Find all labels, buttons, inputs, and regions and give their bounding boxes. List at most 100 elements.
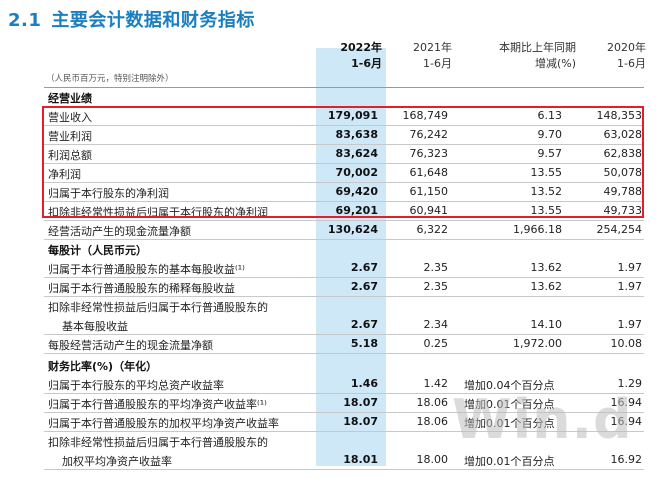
value-2022: 5.18 (350, 337, 378, 350)
value-change: 9.57 (537, 147, 563, 160)
header-divider (44, 87, 644, 88)
table-row: 归属于本行普通股股东的平均净资产收益率⁽¹⁾ 18.07 18.06 增加0.01个百… (44, 394, 644, 413)
value-2021: 60,941 (409, 204, 449, 217)
value-2021: 2.35 (423, 261, 449, 274)
value-2022: 69,201 (335, 204, 378, 217)
col-header-2022: 2022年 1-6月 (340, 41, 382, 70)
value-2020: 16.94 (610, 415, 643, 428)
table-row: 扣除非经常性损益后归属于本行股东的净利润 69,201 60,941 13.55 49,… (44, 202, 644, 221)
value-2021: 168,749 (402, 109, 449, 122)
row-label: 归属于本行股东的净利润 (48, 187, 169, 200)
value-2021: 2.34 (423, 318, 449, 331)
value-2022: 18.07 (343, 396, 378, 409)
table-row: 归属于本行股东的平均总资产收益率 1.46 1.42 增加0.04个百分点 1.29 (44, 375, 644, 394)
row-divider (44, 220, 644, 221)
section-header: 经营业绩 (44, 88, 644, 107)
current-period-column-highlight (316, 48, 386, 466)
row-divider (44, 125, 644, 126)
value-2020: 49,788 (603, 185, 643, 198)
row-label: 经营活动产生的现金流量净额 (48, 225, 191, 238)
table-row: 扣除非经常性损益后归属于本行普通股股东的 (44, 297, 644, 316)
value-2022: 2.67 (350, 280, 378, 293)
row-label: 每股计（人民币元） (48, 244, 147, 257)
value-2020: 1.97 (617, 318, 643, 331)
section-header: 每股计（人民币元） (44, 240, 644, 259)
value-2020: 10.08 (610, 337, 643, 350)
row-divider (44, 144, 644, 145)
value-change: 6.13 (537, 109, 563, 122)
value-2021: 61,150 (409, 185, 449, 198)
row-divider (44, 163, 644, 164)
section-number: 2.1 (8, 10, 42, 31)
row-label: 归属于本行普通股股东的平均净资产收益率⁽¹⁾ (48, 398, 267, 411)
value-2022: 83,624 (335, 147, 378, 160)
row-label: 扣除非经常性损益后归属于本行普通股股东的 (48, 436, 268, 449)
value-2021: 2.35 (423, 280, 449, 293)
value-2020: 16.94 (610, 396, 643, 409)
row-label: 营业利润 (48, 130, 92, 143)
row-label: 基本每股收益 (62, 320, 128, 333)
value-2021: 18.06 (416, 415, 449, 428)
row-label: 经营业绩 (48, 92, 92, 105)
value-2022: 1.46 (350, 377, 378, 390)
value-2020: 16.92 (610, 453, 643, 466)
row-label: 归属于本行普通股股东的加权平均净资产收益率 (48, 417, 279, 430)
value-change: 13.62 (530, 261, 563, 274)
value-2020: 148,353 (596, 109, 643, 122)
value-change: 增加0.01个百分点 (464, 417, 555, 430)
row-label: 营业收入 (48, 111, 92, 124)
table-row: 净利润 70,002 61,648 13.55 50,078 (44, 164, 644, 183)
col-header-2020: 2020年 1-6月 (607, 41, 646, 70)
row-divider (44, 393, 644, 394)
page-title: 2.1 主要会计数据和财务指标 (8, 6, 255, 32)
table-row: 每股经营活动产生的现金流量净额 5.18 0.25 1,972.00 10.08 (44, 335, 644, 354)
row-label: 每股经营活动产生的现金流量净额 (48, 339, 213, 352)
value-2021: 61,648 (409, 166, 449, 179)
value-2022: 2.67 (350, 318, 378, 331)
row-divider (44, 334, 644, 335)
table-row: 归属于本行股东的净利润 69,420 61,150 13.52 49,788 (44, 183, 644, 202)
row-label: 扣除非经常性损益后归属于本行股东的净利润 (48, 206, 268, 219)
value-2022: 69,420 (335, 185, 378, 198)
table-row: 营业利润 83,638 76,242 9.70 63,028 (44, 126, 644, 145)
table-row: 营业收入 179,091 168,749 6.13 148,353 (44, 107, 644, 126)
row-label: 净利润 (48, 168, 81, 181)
row-divider (44, 182, 644, 183)
value-2021: 76,323 (409, 147, 449, 160)
value-2022: 70,002 (335, 166, 378, 179)
row-label: 归属于本行股东的平均总资产收益率 (48, 379, 224, 392)
table-row: 扣除非经常性损益后归属于本行普通股股东的 (44, 432, 644, 451)
table-row: 利润总额 83,624 76,323 9.57 62,838 (44, 145, 644, 164)
value-2020: 49,733 (603, 204, 643, 217)
table-row: 加权平均净资产收益率 18.01 18.00 增加0.01个百分点 16.92 (44, 451, 644, 470)
row-divider (44, 469, 644, 470)
table-row: 归属于本行普通股股东的稀释每股收益 2.67 2.35 13.62 1.97 (44, 278, 644, 297)
value-change: 13.55 (530, 204, 563, 217)
value-change: 14.10 (530, 318, 563, 331)
value-2021: 18.00 (416, 453, 449, 466)
row-divider (44, 201, 644, 202)
value-2020: 50,078 (603, 166, 643, 179)
value-change: 增加0.01个百分点 (464, 398, 555, 411)
row-label: 利润总额 (48, 149, 92, 162)
value-2021: 0.25 (423, 337, 449, 350)
row-divider (44, 296, 644, 297)
value-2021: 18.06 (416, 396, 449, 409)
highlight-red-box (42, 106, 644, 218)
value-change: 9.70 (537, 128, 563, 141)
value-2020: 63,028 (603, 128, 643, 141)
col-header-change: 本期比上年同期 增减(%) (499, 41, 576, 70)
value-change: 1,966.18 (513, 223, 562, 236)
col-header-2021: 2021年 1-6月 (413, 41, 452, 70)
row-divider (44, 239, 644, 240)
table-row: 经营活动产生的现金流量净额 130,624 6,322 1,966.18 254,254 (44, 221, 644, 240)
value-2022: 83,638 (335, 128, 378, 141)
value-2020: 62,838 (603, 147, 643, 160)
section-header: 财务比率(%)（年化） (44, 356, 644, 375)
value-change: 1,972.00 (513, 337, 562, 350)
table-row: 基本每股收益 2.67 2.34 14.10 1.97 (44, 316, 644, 335)
row-label: 扣除非经常性损益后归属于本行普通股股东的 (48, 301, 268, 314)
value-change: 13.55 (530, 166, 563, 179)
value-2020: 1.97 (617, 280, 643, 293)
value-2020: 254,254 (596, 223, 643, 236)
